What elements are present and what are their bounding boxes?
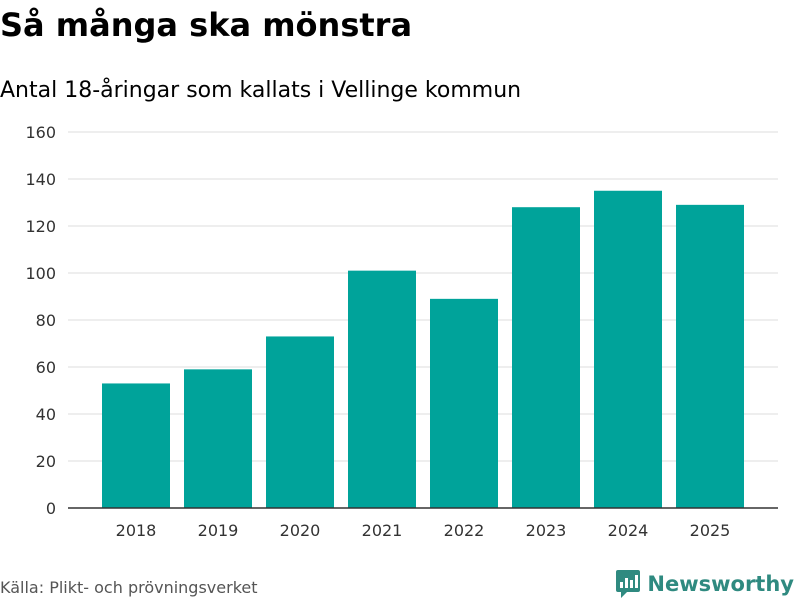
chart-title: Så många ska mönstra bbox=[0, 6, 413, 44]
source-note: Källa: Plikt- och prövningsverket bbox=[0, 578, 258, 597]
y-tick-label: 20 bbox=[36, 452, 56, 471]
x-tick-label: 2019 bbox=[198, 521, 239, 540]
y-tick-label: 160 bbox=[25, 123, 56, 142]
x-tick-label: 2018 bbox=[116, 521, 157, 540]
bar bbox=[430, 298, 498, 508]
brand-name: Newsworthy bbox=[647, 572, 794, 596]
chart-subtitle: Antal 18-åringar som kallats i Vellinge … bbox=[0, 78, 522, 103]
bar bbox=[512, 207, 580, 508]
y-tick-label: 0 bbox=[46, 499, 56, 518]
x-tick-label: 2025 bbox=[690, 521, 731, 540]
bar bbox=[102, 383, 170, 508]
x-tick-label: 2021 bbox=[362, 521, 403, 540]
y-tick-label: 120 bbox=[25, 217, 56, 236]
bar bbox=[184, 369, 252, 508]
bar bbox=[594, 190, 662, 508]
y-tick-label: 60 bbox=[36, 358, 56, 377]
x-tick-label: 2022 bbox=[444, 521, 485, 540]
brand-logo: Newsworthy bbox=[615, 568, 794, 600]
newsworthy-logo-icon bbox=[615, 569, 641, 599]
y-tick-label: 140 bbox=[25, 170, 56, 189]
y-tick-label: 40 bbox=[36, 405, 56, 424]
y-tick-label: 100 bbox=[25, 264, 56, 283]
bar bbox=[348, 270, 416, 508]
x-tick-label: 2024 bbox=[608, 521, 649, 540]
bar bbox=[266, 336, 334, 508]
y-tick-label: 80 bbox=[36, 311, 56, 330]
x-tick-label: 2023 bbox=[526, 521, 567, 540]
bar bbox=[676, 204, 744, 508]
x-tick-label: 2020 bbox=[280, 521, 321, 540]
